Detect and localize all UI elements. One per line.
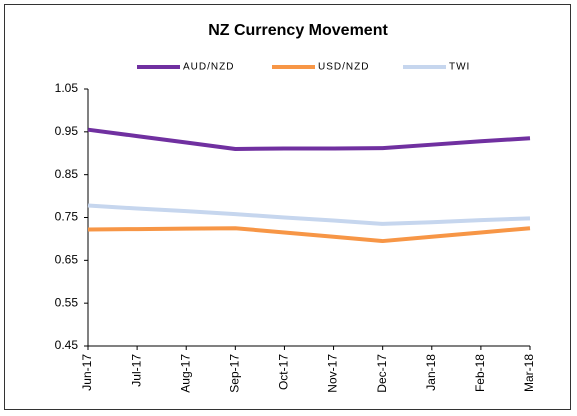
y-tick-label: 0.95	[55, 124, 79, 138]
x-tick-label: Feb-18	[473, 354, 487, 392]
x-tick-label: Sep-17	[228, 354, 242, 393]
y-tick-label: 0.85	[55, 167, 79, 181]
x-tick-label: Mar-18	[522, 354, 536, 392]
x-tick-label: Oct-17	[277, 354, 291, 390]
x-tick-label: Aug-17	[178, 354, 192, 393]
y-tick-label: 1.05	[55, 81, 79, 95]
y-tick-label: 0.55	[55, 295, 79, 309]
series-line	[87, 226, 531, 244]
x-tick-label: Jan-18	[424, 354, 438, 391]
series-line	[87, 203, 531, 226]
y-tick-label: 0.45	[55, 338, 79, 352]
series-line	[87, 127, 531, 151]
x-tick-label: Jun-17	[80, 354, 94, 391]
legend-label: USD/NZD	[318, 62, 369, 73]
y-tick-label: 0.75	[55, 210, 79, 224]
x-tick-label: Jul-17	[129, 354, 143, 387]
y-tick-label: 0.65	[55, 253, 79, 267]
chart-title: NZ Currency Movement	[208, 22, 388, 39]
x-tick-label: Nov-17	[326, 354, 340, 393]
x-tick-label: Dec-17	[375, 354, 389, 393]
legend-label: AUD/NZD	[183, 62, 234, 73]
legend-label: TWI	[449, 62, 470, 73]
